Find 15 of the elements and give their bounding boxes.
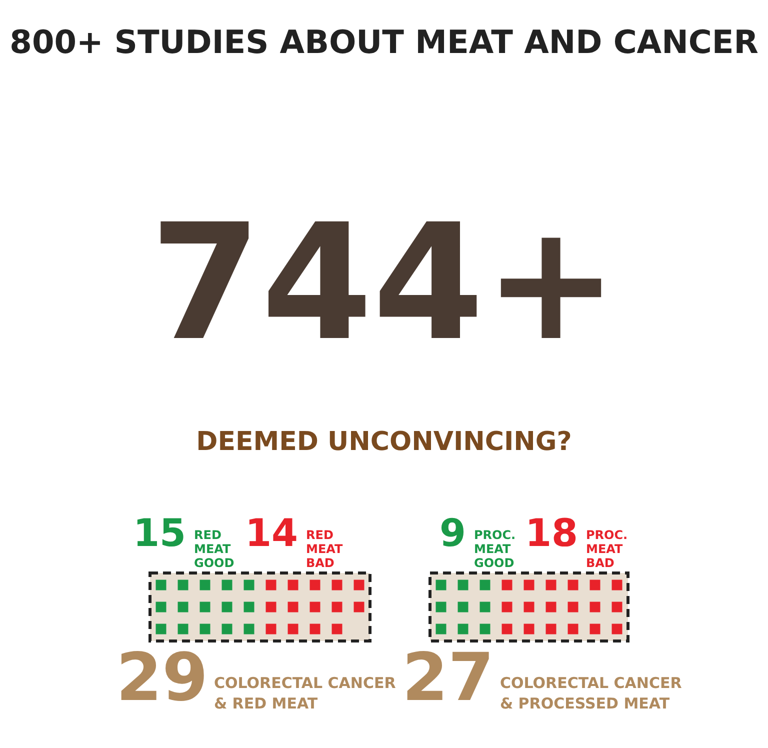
- category-label: RED MEAT GOOD: [194, 528, 234, 570]
- text: DEEMED UNCONVINCING?: [196, 427, 572, 457]
- text: 800+ STUDIES ABOUT MEAT AND CANCER: [10, 23, 758, 61]
- data-label: 9: [440, 511, 466, 555]
- data-label: 15: [133, 511, 186, 555]
- data-label: 14: [245, 511, 298, 555]
- text: COLORECTAL CANCER & RED MEAT: [214, 674, 396, 712]
- category-label: PROC. MEAT BAD: [586, 528, 628, 570]
- category-label: PROC. MEAT GOOD: [474, 528, 516, 570]
- category-label: RED MEAT BAD: [306, 528, 344, 570]
- data-label: 18: [525, 511, 578, 555]
- text: 29: [116, 639, 208, 716]
- text: 27: [402, 639, 494, 716]
- text: COLORECTAL CANCER & PROCESSED MEAT: [500, 674, 682, 712]
- text: 744+: [150, 189, 618, 376]
